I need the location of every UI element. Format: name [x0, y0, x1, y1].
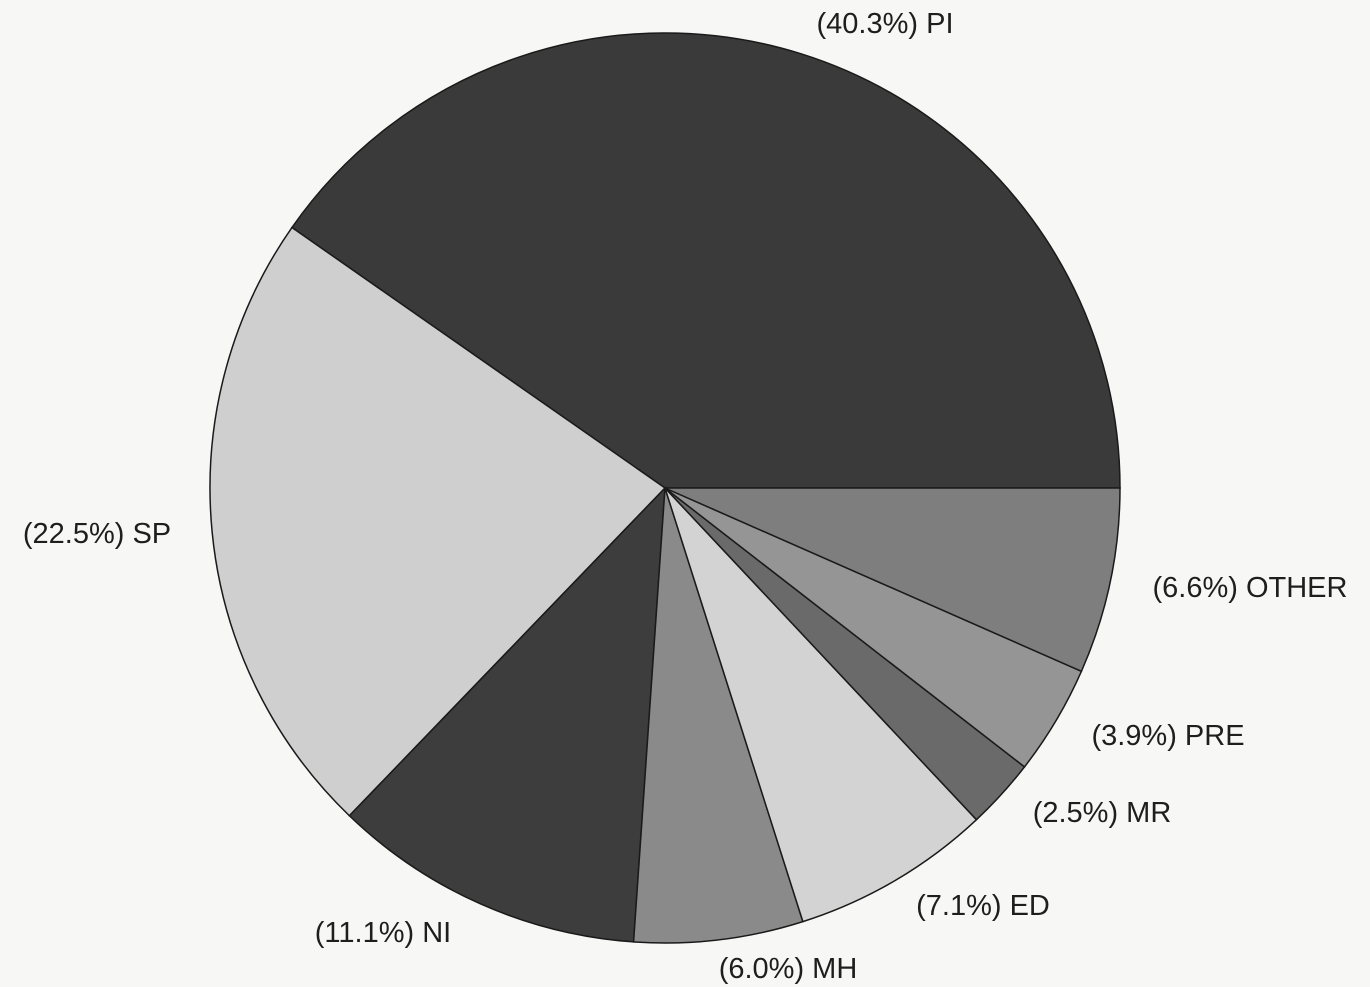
slice-label-pi: (40.3%) PI [817, 8, 954, 40]
pie-slice-mh [632, 487, 804, 944]
pie-slice-sp [209, 226, 667, 817]
slice-label-sp: (22.5%) SP [23, 518, 171, 550]
pie-slice-ni [348, 485, 666, 943]
pie-labels: (40.3%) PI (22.5%) SP (11.1%) NI (6.0%) MH (… [23, 8, 1348, 985]
slice-label-pre: (3.9%) PRE [1091, 720, 1244, 752]
slice-label-mh: (6.0%) MH [719, 953, 858, 985]
pie-slice-other [664, 487, 1121, 673]
slice-label-mr: (2.5%) MR [1033, 797, 1172, 829]
pie-slice-pi [290, 32, 1121, 489]
pie-slices [209, 32, 1121, 944]
slice-label-other: (6.6%) OTHER [1153, 572, 1348, 604]
pie-slice-ed [664, 487, 978, 923]
slice-label-ni: (11.1%) NI [315, 917, 451, 949]
slice-label-ed: (7.1%) ED [916, 890, 1050, 922]
